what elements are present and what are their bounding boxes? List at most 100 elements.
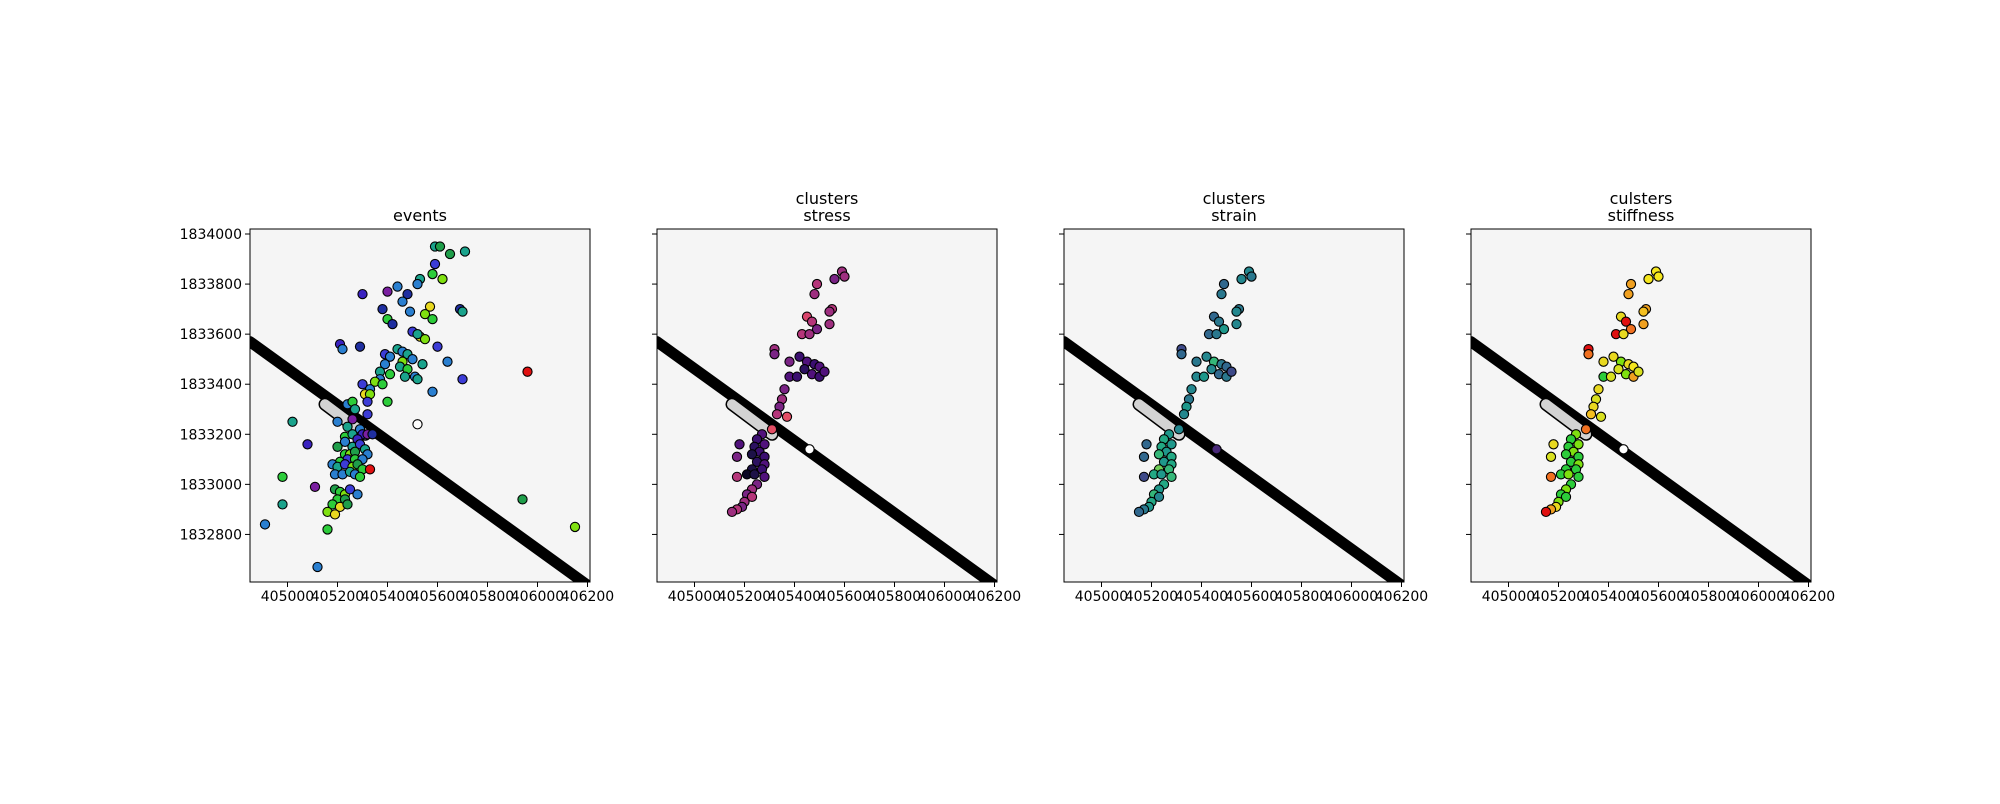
data-point — [302, 439, 313, 450]
data-point — [1618, 328, 1629, 340]
data-point — [1138, 471, 1150, 483]
data-point — [419, 308, 431, 320]
data-point — [749, 469, 760, 480]
axes-frame — [1470, 228, 1812, 583]
panel-title: clusters stress — [796, 189, 859, 225]
panel-title-line: strain — [1211, 206, 1257, 225]
data-point — [419, 334, 431, 345]
x-tick-label: 405800 — [868, 589, 921, 605]
data-point — [1633, 366, 1644, 377]
data-point — [759, 439, 770, 450]
data-point — [459, 246, 471, 257]
data-point — [1231, 318, 1242, 330]
x-tick-label: 405200 — [718, 589, 771, 605]
plot-area — [657, 229, 997, 582]
x-tick-label: 406200 — [1782, 589, 1835, 605]
data-point — [1595, 411, 1607, 422]
data-point — [397, 296, 408, 307]
data-point — [1620, 316, 1632, 327]
x-tick-label: 405600 — [818, 589, 871, 605]
data-point — [731, 451, 743, 462]
data-point — [766, 424, 778, 435]
data-point — [357, 288, 368, 300]
data-point — [332, 416, 343, 427]
panel-title-line: clusters — [1203, 189, 1266, 208]
data-point — [402, 288, 413, 300]
data-point — [339, 436, 351, 447]
x-tick-label: 405000 — [261, 589, 314, 605]
data-point — [309, 481, 321, 493]
data-point — [357, 379, 368, 390]
well-path — [1471, 336, 1811, 582]
x-tick-label: 405800 — [1275, 589, 1328, 605]
data-point — [1236, 273, 1247, 285]
data-point — [399, 371, 411, 382]
data-point — [1226, 366, 1237, 377]
data-point — [354, 341, 366, 352]
x-tick-label: 405600 — [411, 589, 464, 605]
x-tick-label: 406000 — [511, 589, 564, 605]
data-point — [1206, 364, 1217, 375]
data-point — [404, 306, 416, 317]
x-tick-label: 406200 — [1375, 589, 1428, 605]
data-point — [427, 386, 438, 397]
plot-content — [1064, 266, 1404, 582]
data-point — [1625, 278, 1637, 290]
data-point — [1638, 306, 1649, 317]
y-tick-label: 1833600 — [180, 327, 242, 343]
open-marker — [1618, 444, 1629, 455]
y-tick-label: 1833000 — [180, 477, 242, 493]
data-point — [277, 499, 288, 510]
x-tick-label: 405400 — [1175, 589, 1228, 605]
data-point — [362, 396, 373, 407]
panel-title: events — [393, 206, 447, 225]
data-point — [412, 374, 423, 385]
panel-title: culsters stiffness — [1608, 189, 1675, 225]
data-point — [362, 409, 373, 420]
data-point — [1176, 349, 1187, 360]
data-point — [1218, 278, 1230, 290]
data-point — [377, 303, 388, 315]
data-point — [1191, 356, 1202, 367]
stage-segment — [1134, 399, 1184, 440]
data-point — [1545, 471, 1557, 483]
data-point — [437, 273, 448, 285]
data-point — [1133, 506, 1145, 518]
data-point — [1638, 318, 1649, 330]
data-point — [427, 268, 438, 280]
data-point — [347, 414, 358, 425]
axes-frame — [249, 228, 591, 583]
data-point — [771, 409, 783, 420]
data-point — [1166, 439, 1177, 450]
plot-content — [250, 241, 590, 582]
data-point — [382, 396, 393, 407]
panel-title-line: culsters — [1610, 189, 1673, 208]
data-point — [517, 494, 528, 505]
data-point — [379, 359, 391, 370]
x-tick-label: 405200 — [1532, 589, 1585, 605]
data-point — [1153, 491, 1165, 503]
data-point — [1246, 271, 1257, 282]
data-point — [746, 491, 758, 503]
data-point — [329, 509, 341, 520]
data-point — [412, 278, 423, 290]
data-point — [364, 464, 376, 475]
x-tick-label: 405800 — [1682, 589, 1735, 605]
x-tick-label: 405000 — [668, 589, 721, 605]
data-point — [824, 306, 835, 317]
data-point — [819, 366, 830, 377]
x-tick-label: 406000 — [918, 589, 971, 605]
data-point — [1216, 288, 1227, 300]
data-point — [811, 323, 823, 335]
data-point — [1613, 364, 1624, 375]
data-point — [382, 286, 393, 297]
data-point — [387, 318, 398, 330]
data-point — [457, 374, 468, 385]
panel-1: 4050004052004054004056004058004060004062… — [180, 206, 615, 605]
data-point — [322, 524, 333, 535]
data-point — [1141, 439, 1152, 450]
panel-4: 4050004052004054004056004058004060004062… — [1466, 189, 1835, 605]
data-point — [824, 318, 835, 330]
data-point — [384, 351, 396, 362]
